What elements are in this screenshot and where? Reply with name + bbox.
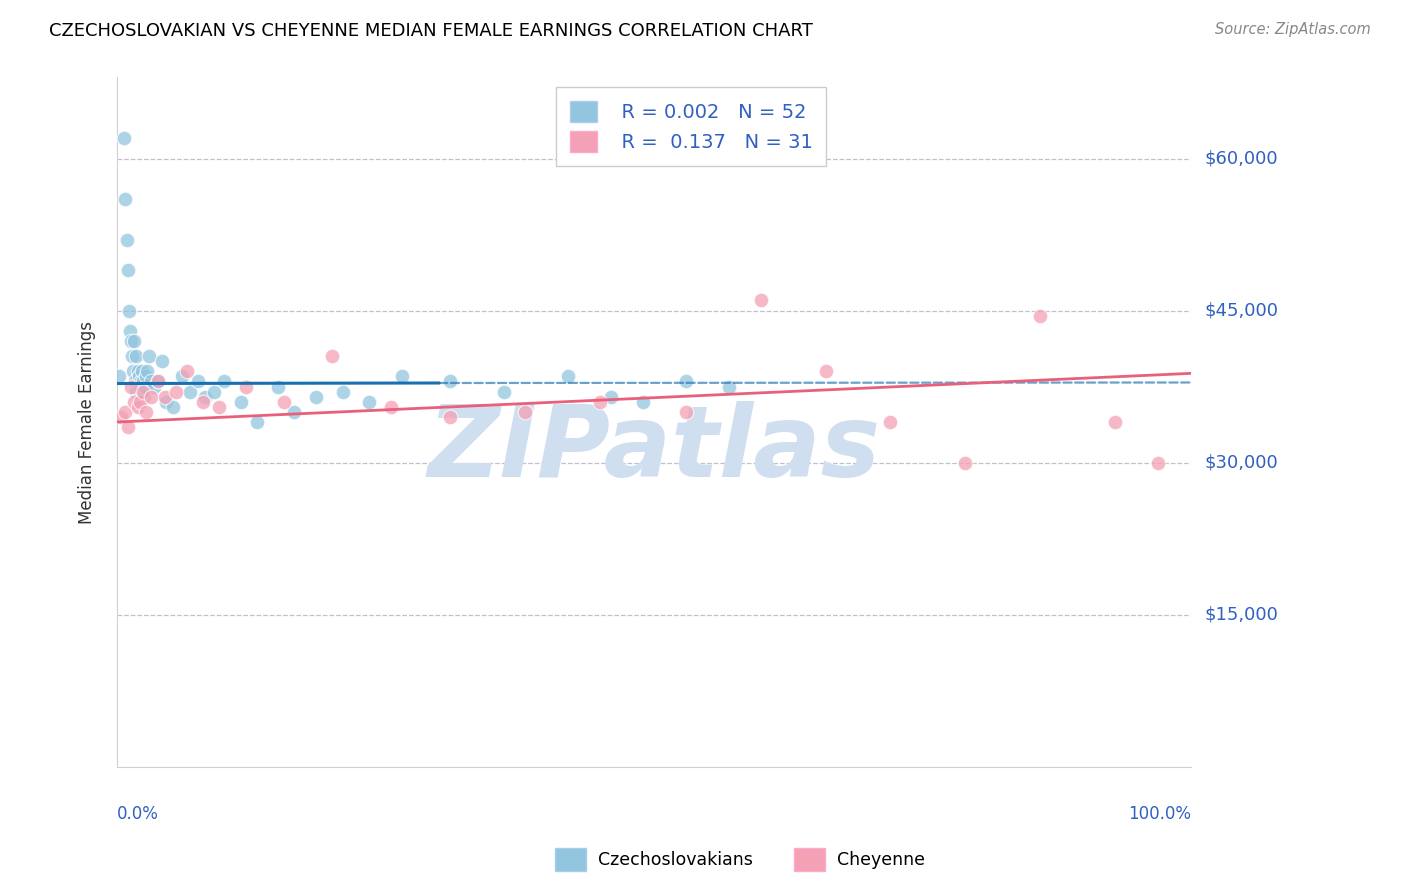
Point bbox=[814, 364, 837, 378]
Point bbox=[136, 364, 159, 378]
Point bbox=[135, 369, 157, 384]
Point bbox=[155, 394, 177, 409]
Point bbox=[235, 379, 257, 393]
Point bbox=[114, 192, 136, 206]
Point bbox=[600, 390, 623, 404]
Point bbox=[115, 233, 138, 247]
Point bbox=[194, 390, 217, 404]
Point bbox=[321, 349, 343, 363]
Point bbox=[146, 375, 169, 389]
Point bbox=[127, 364, 149, 378]
Point bbox=[162, 400, 184, 414]
Point bbox=[749, 293, 772, 308]
Point bbox=[117, 263, 139, 277]
Point bbox=[125, 349, 148, 363]
Text: 100.0%: 100.0% bbox=[1128, 805, 1191, 823]
Point bbox=[124, 394, 146, 409]
Point bbox=[138, 349, 160, 363]
Legend:   R = 0.002   N = 52,   R =  0.137   N = 31: R = 0.002 N = 52, R = 0.137 N = 31 bbox=[557, 87, 827, 166]
Text: Czechoslovakians: Czechoslovakians bbox=[598, 851, 752, 869]
Point bbox=[131, 364, 153, 378]
Point bbox=[359, 394, 381, 409]
Point bbox=[146, 375, 169, 389]
Point bbox=[631, 394, 654, 409]
Point bbox=[118, 303, 141, 318]
Point bbox=[202, 384, 225, 399]
Point bbox=[557, 369, 579, 384]
Point bbox=[120, 379, 142, 393]
Point bbox=[134, 379, 156, 393]
Point bbox=[191, 394, 214, 409]
Point bbox=[124, 334, 146, 348]
Point bbox=[170, 369, 193, 384]
Point bbox=[283, 405, 305, 419]
Point bbox=[675, 375, 697, 389]
Point bbox=[214, 375, 236, 389]
Point bbox=[141, 375, 163, 389]
Point bbox=[187, 375, 209, 389]
Point bbox=[117, 420, 139, 434]
Point bbox=[128, 394, 150, 409]
Text: $15,000: $15,000 bbox=[1205, 606, 1278, 624]
Point bbox=[142, 379, 165, 393]
Point bbox=[492, 384, 515, 399]
Point bbox=[120, 334, 142, 348]
Point bbox=[155, 390, 177, 404]
Point bbox=[165, 384, 187, 399]
Point bbox=[513, 405, 536, 419]
Point bbox=[127, 400, 149, 414]
Point bbox=[246, 415, 269, 429]
Point bbox=[391, 369, 413, 384]
Point bbox=[675, 405, 697, 419]
Point bbox=[332, 384, 354, 399]
Point bbox=[108, 369, 131, 384]
Point bbox=[273, 394, 295, 409]
Point bbox=[118, 324, 141, 338]
Point bbox=[953, 456, 976, 470]
Point bbox=[121, 349, 143, 363]
Point bbox=[132, 375, 155, 389]
Point bbox=[179, 384, 201, 399]
Text: ZIPatlas: ZIPatlas bbox=[427, 401, 880, 498]
Point bbox=[305, 390, 328, 404]
Point bbox=[718, 379, 741, 393]
Point bbox=[879, 415, 901, 429]
Point bbox=[135, 405, 157, 419]
Point bbox=[439, 409, 461, 424]
Point bbox=[125, 384, 148, 399]
Text: $60,000: $60,000 bbox=[1205, 150, 1278, 168]
Text: Cheyenne: Cheyenne bbox=[837, 851, 925, 869]
Text: Source: ZipAtlas.com: Source: ZipAtlas.com bbox=[1215, 22, 1371, 37]
Point bbox=[208, 400, 231, 414]
Text: $30,000: $30,000 bbox=[1205, 453, 1278, 472]
Text: CZECHOSLOVAKIAN VS CHEYENNE MEDIAN FEMALE EARNINGS CORRELATION CHART: CZECHOSLOVAKIAN VS CHEYENNE MEDIAN FEMAL… bbox=[49, 22, 813, 40]
Text: $45,000: $45,000 bbox=[1205, 301, 1278, 319]
Point bbox=[112, 131, 135, 145]
Point bbox=[128, 379, 150, 393]
Point bbox=[229, 394, 252, 409]
Point bbox=[129, 375, 152, 389]
Point bbox=[122, 364, 145, 378]
Point bbox=[1029, 309, 1052, 323]
Y-axis label: Median Female Earnings: Median Female Earnings bbox=[79, 320, 96, 524]
Point bbox=[380, 400, 402, 414]
Point bbox=[1104, 415, 1126, 429]
Point bbox=[439, 375, 461, 389]
Text: 0.0%: 0.0% bbox=[117, 805, 159, 823]
Point bbox=[176, 364, 198, 378]
Point bbox=[124, 375, 146, 389]
Point bbox=[150, 354, 173, 368]
Point bbox=[132, 390, 155, 404]
Point bbox=[132, 384, 155, 399]
Point bbox=[1147, 456, 1170, 470]
Point bbox=[114, 405, 136, 419]
Point bbox=[110, 409, 132, 424]
Point bbox=[128, 369, 150, 384]
Point bbox=[589, 394, 612, 409]
Point bbox=[141, 390, 163, 404]
Point bbox=[267, 379, 290, 393]
